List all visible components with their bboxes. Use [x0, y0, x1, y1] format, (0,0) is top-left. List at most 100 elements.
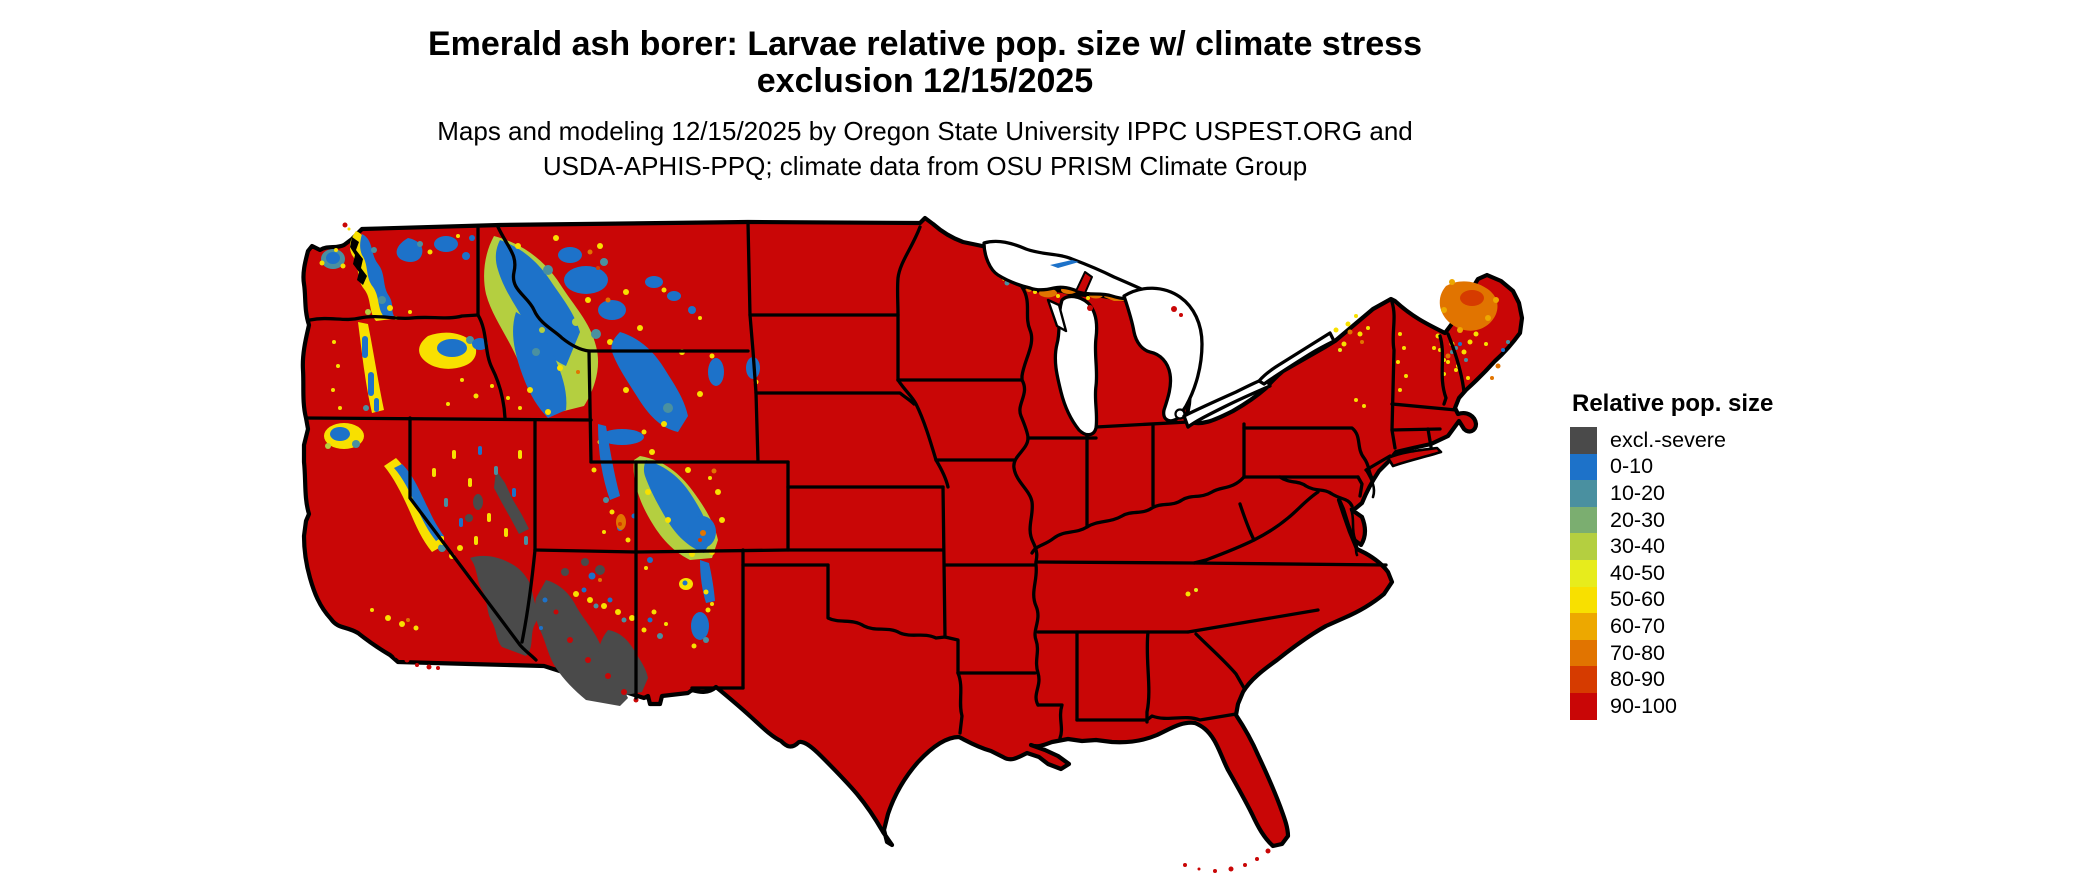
- state-border: [956, 671, 964, 735]
- state-border: [826, 563, 947, 640]
- patch-maine: [1432, 279, 1510, 380]
- state-border: [1186, 608, 1320, 634]
- legend-item-label: 60-70: [1610, 613, 1665, 638]
- state-border: [754, 391, 916, 406]
- state-border: [1390, 300, 1397, 450]
- map-subtitle-line1: Maps and modeling 12/15/2025 by Oregon S…: [437, 116, 1413, 146]
- legend-item: 70-80: [1570, 639, 1790, 667]
- state-border: [308, 313, 480, 322]
- state-border: [895, 225, 922, 382]
- isle-royale: [1050, 260, 1079, 268]
- patch-yellowstone: [611, 325, 724, 432]
- patch-socal-ranges: [370, 608, 419, 631]
- legend-item-label: 80-90: [1610, 667, 1665, 692]
- state-border: [1012, 285, 1041, 707]
- state-border: [1075, 712, 1238, 722]
- legend-item-label: 0-10: [1610, 454, 1654, 479]
- legend-item: 60-70: [1570, 613, 1790, 640]
- patch-green-mountains: [1396, 332, 1408, 392]
- state-border: [1036, 703, 1064, 740]
- map-title-line1: Emerald ash borer: Larvae relative pop. …: [427, 25, 1422, 63]
- legend-swatch: [1570, 613, 1597, 640]
- great-lakes: [982, 239, 1336, 437]
- legend-item-label: 40-50: [1610, 560, 1665, 585]
- legend-swatch: [1570, 666, 1597, 693]
- legend-swatch: [1570, 559, 1597, 587]
- legend-item-label: 30-40: [1610, 534, 1665, 559]
- lake-island: [1171, 306, 1177, 312]
- state-border: [1238, 502, 1256, 542]
- legend-item: 10-20: [1570, 480, 1790, 507]
- map-subtitle: Maps and modeling 12/15/2025 by Oregon S…: [325, 114, 1525, 184]
- patch-smokies: [1185, 588, 1198, 597]
- patch-colorado-rockies: [633, 449, 725, 603]
- state-border: [1438, 334, 1448, 406]
- legend-item-label: 70-80: [1610, 640, 1665, 665]
- patch-or-cascades: [331, 322, 384, 413]
- state-border: [1030, 475, 1246, 555]
- state-border: [1145, 630, 1151, 724]
- state-border: [1364, 454, 1392, 472]
- legend-item: 30-40: [1570, 533, 1790, 560]
- keweenaw-peninsula: [1075, 271, 1093, 294]
- patch-nevada-basins: [432, 446, 528, 545]
- legend-title: Relative pop. size: [1572, 390, 1774, 417]
- point-roberts-fringe: [347, 227, 351, 231]
- legend: Relative pop. size excl.-severe 0-10 10-…: [1570, 390, 1790, 720]
- state-border: [746, 221, 760, 464]
- state-border: [1356, 475, 1364, 498]
- state-border: [408, 416, 538, 662]
- legend-item: 20-30: [1570, 506, 1790, 534]
- green-bay: [1046, 298, 1068, 333]
- state-border: [304, 416, 593, 422]
- state-border: [941, 485, 947, 639]
- state-border: [476, 313, 507, 420]
- legend-swatch: [1570, 533, 1597, 560]
- legend-item: 40-50: [1570, 559, 1790, 587]
- map-title-line2: exclusion 12/15/2025: [756, 62, 1094, 100]
- legend-swatch: [1570, 453, 1597, 481]
- state-border: [1278, 475, 1354, 508]
- state-border: [587, 349, 593, 464]
- legend-item: 0-10: [1570, 453, 1790, 481]
- lake-huron: [1122, 286, 1204, 423]
- state-border: [1192, 490, 1320, 565]
- patch-olympics: [319, 248, 346, 269]
- legend-swatch: [1570, 639, 1597, 667]
- legend-swatch: [1570, 427, 1597, 454]
- state-border: [1242, 426, 1374, 480]
- lake-superior: [982, 239, 1163, 306]
- legend-item-label: 10-20: [1610, 480, 1665, 505]
- legend-item-label: excl.-severe: [1610, 427, 1726, 452]
- state-border: [1426, 427, 1433, 449]
- patch-blue-mountains: [419, 332, 522, 410]
- legend-swatch: [1570, 506, 1597, 534]
- puget-sound: [350, 237, 367, 285]
- channel-islands: [394, 652, 440, 670]
- patch-wa-cascades: [349, 231, 412, 321]
- state-border: [634, 548, 945, 554]
- patch-ne-washington: [396, 234, 475, 262]
- legend-swatch: [1570, 586, 1597, 614]
- point-roberts: [342, 222, 348, 228]
- legend-item: 80-90: [1570, 666, 1790, 693]
- state-border: [496, 225, 591, 353]
- state-border: [1194, 632, 1246, 690]
- state-border: [943, 635, 960, 675]
- state-border: [533, 548, 638, 554]
- state-border: [1446, 332, 1466, 394]
- legend-swatch: [1570, 480, 1597, 507]
- chesapeake-bay: [1349, 468, 1376, 557]
- legend-item: 90-100: [1570, 692, 1790, 720]
- legend-item-label: 90-100: [1610, 693, 1677, 718]
- patch-klamath: [324, 423, 364, 449]
- state-borders: [304, 221, 1466, 740]
- patch-nm-az-highlands: [573, 557, 714, 649]
- legend-items: excl.-severe 0-10 10-20 20-30: [1570, 427, 1790, 720]
- patch-death-valley-gray: [465, 470, 529, 534]
- map-details: [342, 222, 1443, 873]
- state-border: [1094, 420, 1190, 429]
- state-border: [896, 378, 950, 489]
